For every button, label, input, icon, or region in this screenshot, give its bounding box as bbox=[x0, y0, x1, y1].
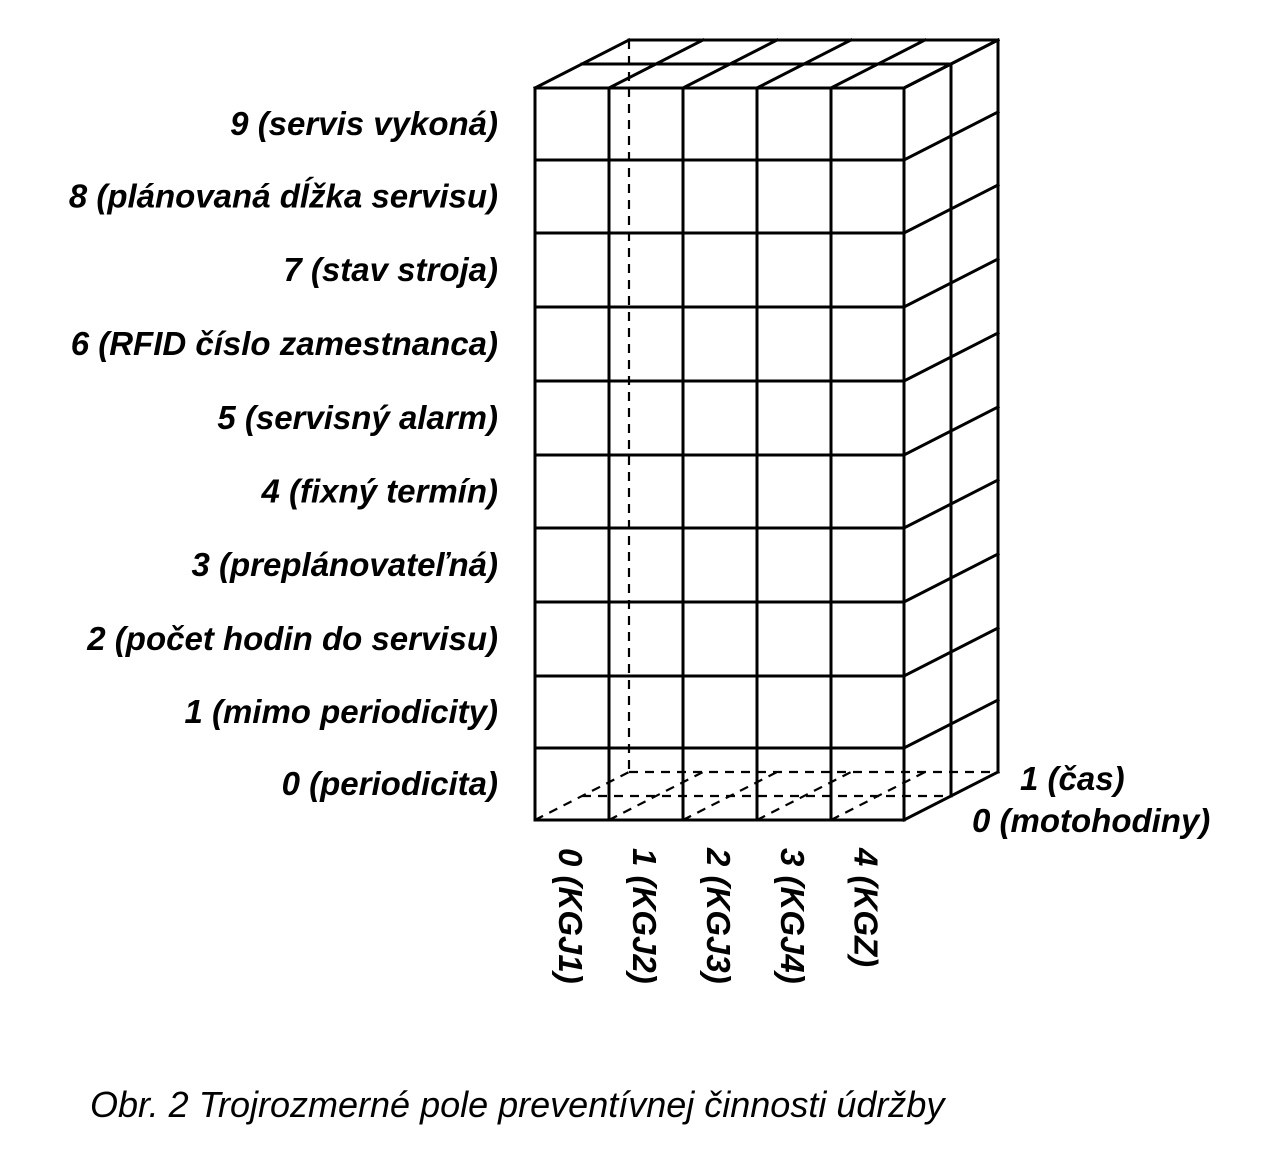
row-label: 9 (servis vykoná) bbox=[230, 105, 498, 142]
row-label: 2 (počet hodin do servisu) bbox=[86, 620, 498, 657]
right-face-depth-line bbox=[901, 625, 1001, 679]
cube-hidden-edges bbox=[534, 40, 999, 821]
column-label: 0 (KGJ1) bbox=[552, 848, 589, 984]
row-label: 1 (mimo periodicity) bbox=[184, 693, 498, 730]
column-label: 2 (KGJ3) bbox=[700, 847, 737, 984]
hidden-bottom-depth bbox=[608, 771, 704, 821]
row-label: 7 (stav stroja) bbox=[283, 251, 498, 288]
column-label: 4 (KGZ) bbox=[848, 847, 885, 967]
row-labels: 9 (servis vykoná) 8 (plánovaná dĺžka serv… bbox=[69, 105, 498, 802]
right-face-depth-line bbox=[901, 256, 1001, 310]
row-label: 5 (servisný alarm) bbox=[217, 399, 498, 436]
right-face-depth-line bbox=[901, 330, 1001, 384]
column-label: 3 (KGJ4) bbox=[774, 848, 811, 984]
hidden-bottom-depth bbox=[682, 771, 778, 821]
right-face-depth-line bbox=[901, 477, 1001, 531]
column-labels: 0 (KGJ1) 1 (KGJ2) 2 (KGJ3) 3 (KGJ4) 4 (KGZ) bbox=[552, 847, 885, 984]
hidden-bottom-depth bbox=[756, 771, 852, 821]
depth-label-motohours: 0 (motohodiny) bbox=[972, 802, 1210, 839]
row-label: 8 (plánovaná dĺžka servisu) bbox=[69, 177, 498, 215]
right-face-depth-line bbox=[901, 404, 1001, 458]
depth-labels: 1 (čas) 0 (motohodiny) bbox=[972, 760, 1210, 839]
right-face-depth-line bbox=[901, 182, 1001, 236]
right-face-depth-line bbox=[901, 551, 1001, 605]
hidden-bottom-depth bbox=[534, 771, 630, 821]
column-label: 1 (KGJ2) bbox=[626, 848, 663, 984]
hidden-bottom-depth bbox=[830, 771, 926, 821]
row-label: 4 (fixný termín) bbox=[260, 473, 498, 510]
cube-grid bbox=[532, 37, 1001, 823]
figure-caption: Obr. 2 Trojrozmerné pole preventívnej či… bbox=[90, 1084, 946, 1125]
row-label: 6 (RFID číslo zamestnanca) bbox=[71, 325, 498, 362]
depth-label-time: 1 (čas) bbox=[1020, 760, 1125, 797]
right-face-depth-line bbox=[901, 109, 1001, 163]
row-label: 3 (preplánovateľná) bbox=[192, 546, 498, 583]
row-label: 0 (periodicita) bbox=[282, 765, 498, 802]
right-face-depth-line bbox=[901, 697, 1001, 751]
hidden-bottom-depth bbox=[903, 771, 999, 821]
